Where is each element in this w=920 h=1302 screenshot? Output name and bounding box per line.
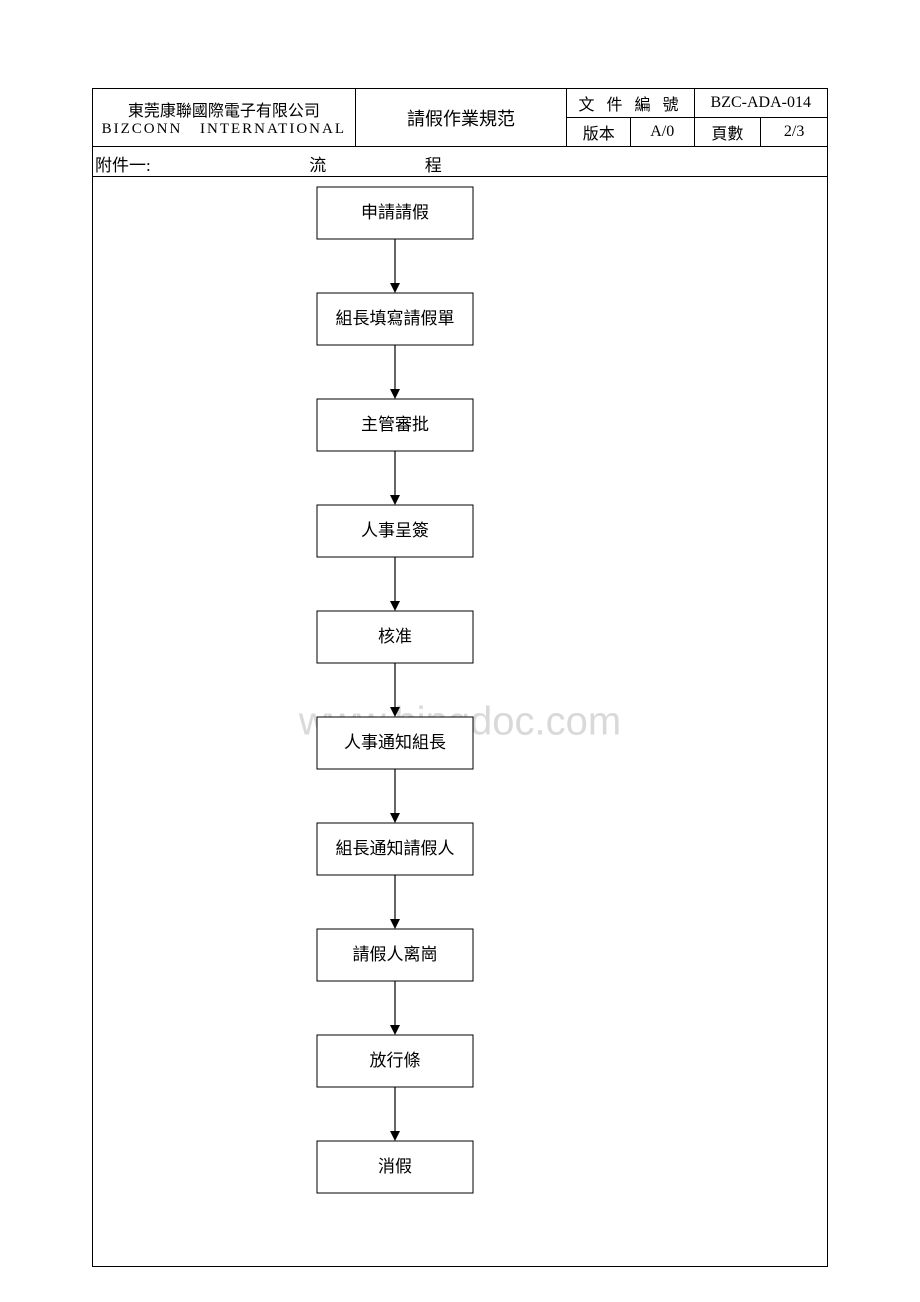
version-value: A/0 <box>630 118 694 147</box>
arrowhead-icon <box>390 495 400 505</box>
flow-node-label-n9: 放行條 <box>370 1051 421 1070</box>
flow-node-label-n5: 核准 <box>378 627 412 646</box>
doc-title: 請假作業規范 <box>355 89 567 147</box>
page-value: 2/3 <box>761 118 828 147</box>
attachment-header: 附件一: 流 程 <box>92 147 828 177</box>
document-page: 東莞康聯國際電子有限公司 BIZCONN INTERNATIONAL 請假作業規… <box>92 88 828 1267</box>
header-table: 東莞康聯國際電子有限公司 BIZCONN INTERNATIONAL 請假作業規… <box>92 88 828 147</box>
version-label: 版本 <box>567 118 631 147</box>
flow-node-label-n3: 主管審批 <box>361 415 429 434</box>
flow-node-label-n7: 組長通知請假人 <box>336 839 455 858</box>
flow-node-label-n8: 請假人离崗 <box>353 945 438 964</box>
arrowhead-icon <box>390 919 400 929</box>
flow-node-label-n6: 人事通知組長 <box>344 733 446 752</box>
flow-node-label-n2: 組長填寫請假單 <box>336 309 455 328</box>
arrowhead-icon <box>390 283 400 293</box>
arrowhead-icon <box>390 813 400 823</box>
flow-node-label-n10: 消假 <box>378 1157 412 1176</box>
docnum-value: BZC-ADA-014 <box>694 89 827 118</box>
flow-node-label-n4: 人事呈簽 <box>361 521 429 540</box>
attachment-prefix: 附件一: <box>95 156 151 175</box>
company-cell: 東莞康聯國際電子有限公司 BIZCONN INTERNATIONAL <box>93 89 356 147</box>
arrowhead-icon <box>390 1131 400 1141</box>
flowchart-svg: 申請請假組長填寫請假單主管審批人事呈簽核准人事通知組長組長通知請假人請假人离崗放… <box>93 177 827 1265</box>
flow-node-label-n1: 申請請假 <box>361 203 429 222</box>
arrowhead-icon <box>390 707 400 717</box>
page-label: 頁數 <box>694 118 761 147</box>
docnum-label: 文 件 編 號 <box>567 89 694 118</box>
company-name-cn: 東莞康聯國際電子有限公司 <box>97 95 351 121</box>
flowchart-container: www.bingdoc.com 申請請假組長填寫請假單主管審批人事呈簽核准人事通… <box>92 177 828 1267</box>
attachment-col1: 流 <box>309 156 326 175</box>
company-name-en: BIZCONN INTERNATIONAL <box>97 121 351 140</box>
arrowhead-icon <box>390 1025 400 1035</box>
arrowhead-icon <box>390 601 400 611</box>
arrowhead-icon <box>390 389 400 399</box>
attachment-col2: 程 <box>425 156 442 175</box>
